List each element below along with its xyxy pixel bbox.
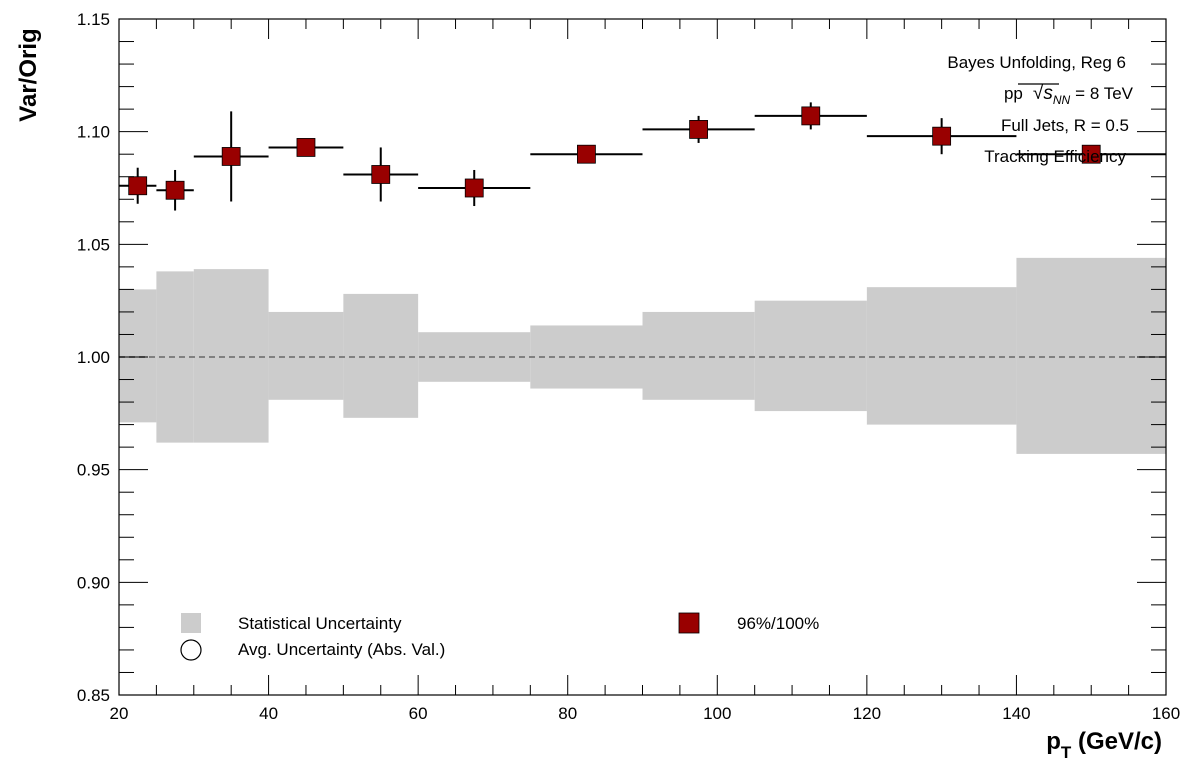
stat-band-bin-6: [530, 325, 643, 389]
data-point-10: [1016, 144, 1166, 164]
data-marker: [221, 147, 241, 166]
legend: Statistical Uncertainty Avg. Uncertainty…: [180, 612, 819, 661]
data-marker: [1081, 144, 1101, 164]
y-axis-label: Var/Orig: [15, 28, 42, 121]
data-marker: [689, 120, 708, 139]
y-tick-label: 0.95: [77, 461, 110, 480]
stat-band-bin-3: [268, 311, 344, 400]
data-marker: [801, 106, 821, 126]
data-marker: [128, 176, 148, 196]
data-point-5: [418, 169, 531, 207]
data-point-6: [530, 144, 643, 164]
y-tick-label: 1.10: [77, 123, 110, 142]
data-marker: [296, 138, 316, 157]
tick-labels: 20 40 60 80 100 120 140 160 0.85 0.90 0.95 1.00 1.05…: [77, 10, 1180, 723]
x-tick-label: 60: [409, 704, 428, 723]
x-tick-label: 100: [703, 704, 731, 723]
data-point-2: [193, 111, 269, 202]
y-tick-label: 0.85: [77, 686, 110, 705]
data-marker: [464, 178, 484, 198]
x-tick-label: 160: [1152, 704, 1180, 723]
stat-band-bin-2: [193, 269, 269, 443]
annotation-line-2: pp √sNN = 8 TeV: [1004, 83, 1134, 107]
annotation-line-3: Full Jets, R = 0.5: [1001, 116, 1129, 135]
y-tick-label: 1.00: [77, 348, 110, 367]
y-tick-label: 1.05: [77, 235, 110, 254]
x-axis-label: pT (GeV/c): [1046, 728, 1162, 762]
legend-series-label: 96%/100%: [737, 614, 819, 633]
data-point-9: [866, 118, 1017, 155]
x-tick-label: 20: [110, 704, 129, 723]
data-point-8: [754, 102, 867, 130]
y-tick-label: 0.90: [77, 573, 110, 592]
data-marker: [577, 144, 596, 164]
data-marker: [371, 165, 391, 184]
x-tick-label: 140: [1002, 704, 1030, 723]
data-point-3: [268, 138, 344, 157]
x-tick-label: 120: [853, 704, 881, 723]
stat-band-bin-8: [754, 300, 867, 412]
series-96-100: [119, 102, 1166, 211]
axis-ticks: [118, 18, 1167, 696]
stat-band-bin-10: [1016, 257, 1166, 454]
legend-stat-label: Statistical Uncertainty: [238, 614, 402, 633]
data-point-7: [642, 115, 755, 143]
data-point-4: [343, 147, 419, 202]
data-marker: [165, 180, 185, 200]
legend-avg-marker: [180, 639, 202, 661]
annotation-block: Bayes Unfolding, Reg 6 pp √sNN = 8 TeV Ful…: [947, 53, 1133, 166]
data-point-1: [156, 169, 194, 211]
data-point-0: [119, 167, 157, 204]
legend-avg-label: Avg. Uncertainty (Abs. Val.): [238, 640, 445, 659]
y-tick-label: 1.15: [77, 10, 110, 29]
stat-uncertainty-band: [119, 257, 1166, 454]
x-tick-label: 80: [558, 704, 577, 723]
annotation-line-4: Tracking Efficiency: [984, 147, 1126, 166]
x-tick-label: 40: [259, 704, 278, 723]
stat-band-bin-4: [343, 293, 419, 418]
data-marker: [932, 126, 952, 146]
legend-stat-swatch: [181, 613, 201, 633]
legend-series-marker: [678, 612, 700, 634]
annotation-line-1: Bayes Unfolding, Reg 6: [947, 53, 1126, 72]
stat-band-bin-7: [642, 311, 755, 400]
stat-band-bin-9: [866, 287, 1017, 425]
